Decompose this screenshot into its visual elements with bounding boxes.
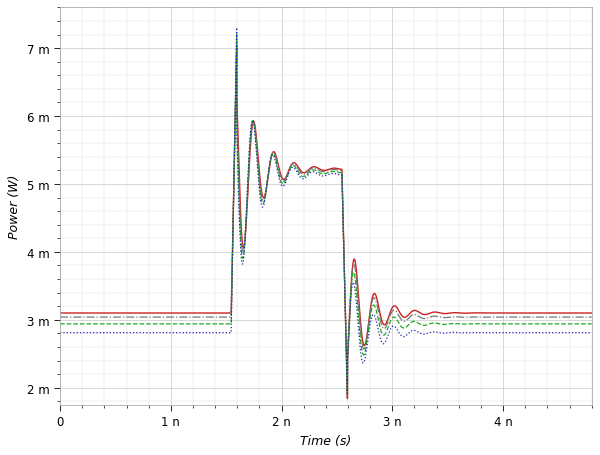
Y-axis label: Power (W): Power (W)	[8, 174, 22, 239]
X-axis label: Time (s): Time (s)	[300, 434, 352, 447]
